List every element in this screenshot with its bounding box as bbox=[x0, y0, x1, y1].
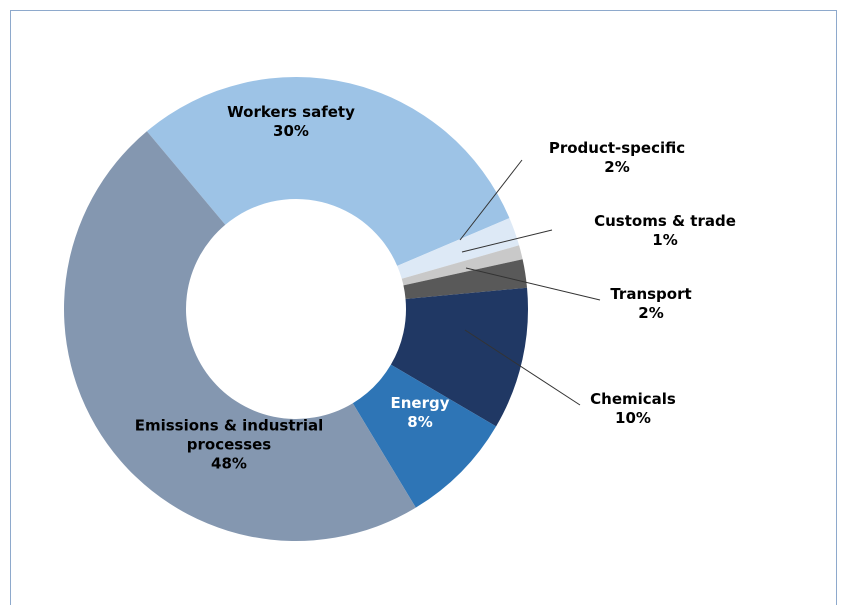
slice-label: Product-specific 2% bbox=[549, 139, 685, 177]
category-label: Workers safety bbox=[227, 103, 355, 121]
slice-label: Energy 8% bbox=[390, 394, 449, 432]
category-label: Energy bbox=[390, 394, 450, 412]
slice-label: Workers safety 30% bbox=[227, 103, 355, 141]
value-label: 2% bbox=[638, 304, 664, 322]
donut-slice bbox=[390, 287, 528, 427]
value-label: 1% bbox=[652, 231, 678, 249]
donut-slice bbox=[146, 77, 510, 266]
value-label: 30% bbox=[273, 122, 309, 140]
value-label: 2% bbox=[604, 158, 630, 176]
value-label: 48% bbox=[211, 454, 247, 473]
chart-frame bbox=[10, 10, 837, 605]
category-label: Chemicals bbox=[590, 390, 676, 408]
category-label: Emissions & industrial processes bbox=[134, 416, 324, 454]
donut-slice bbox=[401, 245, 523, 286]
value-label: 8% bbox=[407, 413, 433, 431]
category-label: Transport bbox=[610, 285, 692, 303]
leader-line bbox=[465, 267, 601, 301]
slice-label: Customs & trade 1% bbox=[594, 212, 736, 250]
value-label: 10% bbox=[615, 409, 651, 427]
donut-slice bbox=[403, 259, 528, 299]
leader-line bbox=[464, 329, 581, 406]
slice-label: Chemicals 10% bbox=[590, 390, 676, 428]
category-label: Customs & trade bbox=[594, 212, 736, 230]
slice-label: Emissions & industrial processes 48% bbox=[124, 417, 334, 474]
donut-slice bbox=[64, 131, 416, 541]
slice-label: Transport 2% bbox=[610, 285, 691, 323]
donut-slice bbox=[397, 218, 520, 279]
donut-slice bbox=[352, 364, 497, 508]
category-label: Product-specific bbox=[548, 139, 686, 157]
leader-line bbox=[461, 229, 553, 253]
leader-line bbox=[459, 159, 523, 241]
